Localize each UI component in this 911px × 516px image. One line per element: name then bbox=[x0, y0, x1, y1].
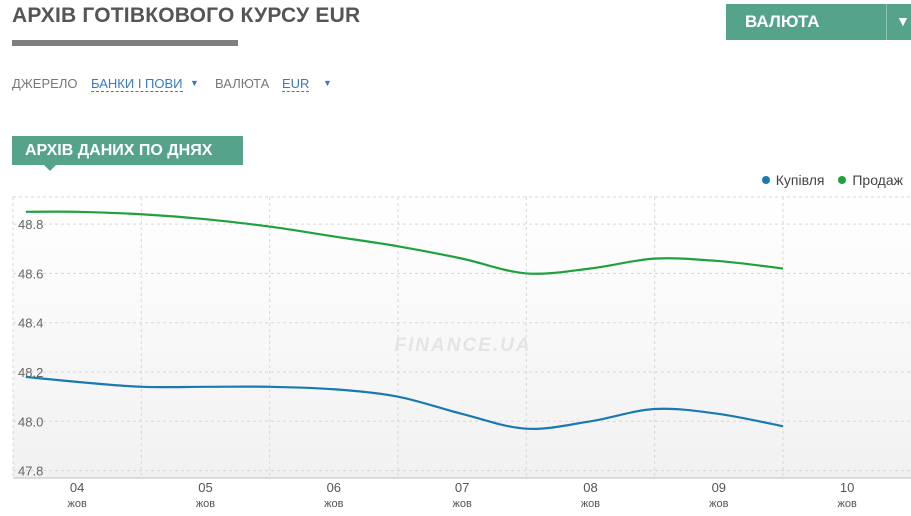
x-tick-sublabel: жов bbox=[709, 498, 728, 510]
legend-sell-label: Продаж bbox=[852, 172, 903, 188]
section-tab-daily-archive: АРХІВ ДАНИХ ПО ДНЯХ bbox=[12, 136, 243, 171]
y-tick-label: 48.4 bbox=[18, 316, 43, 331]
x-tick-label: 09 bbox=[712, 480, 726, 495]
x-tick-label: 06 bbox=[327, 480, 341, 495]
x-tick-label: 04 bbox=[70, 480, 84, 495]
currency-menu-button[interactable]: ВАЛЮТА ▼ bbox=[726, 4, 911, 40]
chart-legend: Купівля Продаж bbox=[752, 172, 903, 188]
legend-buy-marker bbox=[761, 176, 770, 184]
currency-label: ВАЛЮТА bbox=[215, 76, 270, 91]
section-tab-pointer bbox=[44, 165, 56, 171]
x-tick-sublabel: жов bbox=[581, 498, 600, 510]
page-title: АРХІВ ГОТІВКОВОГО КУРСУ EUR bbox=[12, 4, 361, 27]
x-tick-sublabel: жов bbox=[196, 498, 215, 510]
x-tick-label: 05 bbox=[198, 480, 212, 495]
x-tick-label: 10 bbox=[840, 480, 854, 495]
legend-buy-label: Купівля bbox=[775, 172, 825, 188]
y-tick-label: 48.6 bbox=[18, 266, 43, 281]
plot-background bbox=[13, 197, 911, 478]
y-tick-label: 48.2 bbox=[18, 365, 43, 380]
currency-caret-icon[interactable]: ▼ bbox=[323, 78, 332, 88]
title-underline bbox=[12, 40, 238, 46]
currency-menu-label: ВАЛЮТА bbox=[745, 12, 820, 31]
section-tab-label: АРХІВ ДАНИХ ПО ДНЯХ bbox=[25, 142, 213, 159]
legend-sell-marker bbox=[838, 176, 847, 184]
x-tick-label: 08 bbox=[583, 480, 597, 495]
legend-item-buy[interactable]: Купівля bbox=[761, 172, 825, 188]
legend-item-sell[interactable]: Продаж bbox=[838, 172, 903, 188]
source-select[interactable]: БАНКИ І ПОВИ bbox=[91, 76, 183, 92]
y-tick-label: 47.8 bbox=[18, 464, 43, 479]
y-tick-label: 48.0 bbox=[18, 414, 43, 429]
series-line-buy[interactable] bbox=[25, 375, 784, 430]
watermark: FINANCE.UA bbox=[394, 335, 531, 356]
series-line-sell[interactable] bbox=[25, 210, 784, 275]
dropdown-arrow-icon: ▼ bbox=[896, 13, 910, 29]
source-label: ДЖЕРЕЛО bbox=[12, 76, 78, 91]
x-tick-sublabel: жов bbox=[324, 498, 343, 510]
y-tick-label: 48.8 bbox=[18, 217, 43, 232]
x-tick-sublabel: жов bbox=[452, 498, 471, 510]
currency-select[interactable]: EUR bbox=[282, 76, 310, 92]
x-tick-sublabel: жов bbox=[837, 498, 856, 510]
source-caret-icon[interactable]: ▼ bbox=[190, 78, 199, 88]
currency-menu-divider bbox=[886, 4, 887, 40]
x-tick-sublabel: жов bbox=[68, 498, 87, 510]
x-tick-label: 07 bbox=[455, 480, 469, 495]
